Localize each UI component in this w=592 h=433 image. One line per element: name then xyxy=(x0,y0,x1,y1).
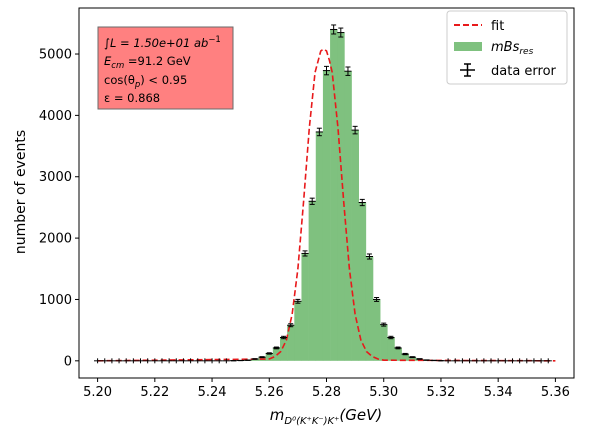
histogram-bar xyxy=(394,348,401,361)
error-bar xyxy=(151,358,158,363)
error-bar xyxy=(523,358,530,363)
legend: fit mBsres data error xyxy=(447,11,567,84)
error-bar xyxy=(545,358,552,363)
x-tick-label: 5.36 xyxy=(541,385,570,400)
error-bar xyxy=(173,358,180,363)
histogram-bar xyxy=(380,325,387,361)
error-bar xyxy=(495,358,502,363)
histogram-bar xyxy=(387,338,394,361)
error-bar xyxy=(101,358,108,363)
error-bar xyxy=(108,358,115,363)
histogram-bar xyxy=(373,299,380,360)
info-luminosity-prefix: ∫L = 1.50e+01 xyxy=(104,36,194,50)
histogram-bar xyxy=(330,29,337,360)
x-tick-label: 5.20 xyxy=(83,385,112,400)
y-tick-label: 2000 xyxy=(39,232,72,247)
error-bar xyxy=(509,358,516,363)
error-bar xyxy=(502,358,509,363)
y-tick-label: 3000 xyxy=(39,170,72,185)
y-axis-ticks: 0 1000 2000 3000 4000 5000 xyxy=(39,48,79,370)
error-bar xyxy=(266,353,273,354)
y-tick-label: 1000 xyxy=(39,293,72,308)
y-tick-label: 0 xyxy=(64,354,72,369)
x-axis-label: mD⁰(K⁺K⁻)K⁺(GeV) xyxy=(270,406,382,427)
info-box: ∫L = 1.50e+01 ab−1 Ecm =91.2 GeV cos(θp)… xyxy=(98,27,233,109)
x-tick-label: 5.22 xyxy=(140,385,169,400)
y-axis-label: number of events xyxy=(13,130,29,254)
x-axis-label-main: m xyxy=(270,406,285,424)
error-bar xyxy=(137,358,144,363)
error-bar xyxy=(452,358,459,363)
error-bar xyxy=(259,357,266,358)
legend-fit-label: fit xyxy=(491,19,504,34)
histogram-bar xyxy=(294,301,301,361)
histogram-bars xyxy=(230,29,445,360)
error-bar xyxy=(459,358,466,363)
error-bar xyxy=(251,359,258,360)
error-bar xyxy=(416,359,423,360)
x-tick-label: 5.32 xyxy=(426,385,455,400)
info-luminosity-unit: ab xyxy=(194,36,208,50)
histogram-bar xyxy=(344,71,351,361)
legend-histogram-label-sub: res xyxy=(519,47,533,57)
info-luminosity-exponent: −1 xyxy=(208,35,221,45)
error-bar xyxy=(144,358,151,363)
info-cos-main: cos(θ xyxy=(104,73,135,87)
x-axis-ticks: 5.20 5.22 5.24 5.26 5.28 5.30 5.32 5.34 5.36 xyxy=(83,378,570,400)
error-bar xyxy=(538,358,545,363)
error-bar xyxy=(530,358,537,363)
error-bar xyxy=(115,358,122,363)
x-tick-label: 5.34 xyxy=(484,385,513,400)
histogram-bar xyxy=(309,201,316,361)
info-ecm-sub: cm xyxy=(111,61,124,71)
histogram-bar xyxy=(366,257,373,361)
info-efficiency: ε = 0.868 xyxy=(104,91,160,105)
histogram-bar xyxy=(301,253,308,360)
error-bar xyxy=(487,358,494,363)
x-tick-label: 5.30 xyxy=(369,385,398,400)
error-bar xyxy=(94,358,101,363)
error-bar xyxy=(409,357,416,358)
x-axis-label-sub: D⁰(K⁺K⁻)K⁺ xyxy=(284,416,339,427)
error-bar xyxy=(445,358,452,363)
info-ecm-value: =91.2 GeV xyxy=(124,54,191,68)
error-bar xyxy=(480,358,487,363)
x-tick-label: 5.28 xyxy=(312,385,341,400)
error-bar xyxy=(516,358,523,363)
y-tick-label: 4000 xyxy=(39,109,72,124)
histogram-bar xyxy=(323,71,330,361)
error-bar xyxy=(158,358,165,363)
error-bar xyxy=(130,358,137,363)
error-bar xyxy=(402,353,409,354)
error-bar xyxy=(473,358,480,363)
histogram-bar xyxy=(280,338,287,361)
x-tick-label: 5.24 xyxy=(198,385,227,400)
x-tick-label: 5.26 xyxy=(255,385,284,400)
histogram-bar xyxy=(316,132,323,361)
x-axis-label-unit: (GeV) xyxy=(339,406,382,424)
error-bar xyxy=(466,358,473,363)
error-bar xyxy=(180,358,187,363)
y-tick-label: 5000 xyxy=(39,48,72,63)
info-cos-value: ) < 0.95 xyxy=(140,73,187,87)
info-luminosity: ∫L = 1.50e+01 ab−1 xyxy=(104,35,221,50)
error-bar xyxy=(166,358,173,363)
legend-errorbar-label: data error xyxy=(491,64,557,79)
legend-histogram-label-main: mBs xyxy=(491,40,520,55)
legend-histogram-swatch xyxy=(454,42,482,51)
error-bar xyxy=(123,358,130,363)
